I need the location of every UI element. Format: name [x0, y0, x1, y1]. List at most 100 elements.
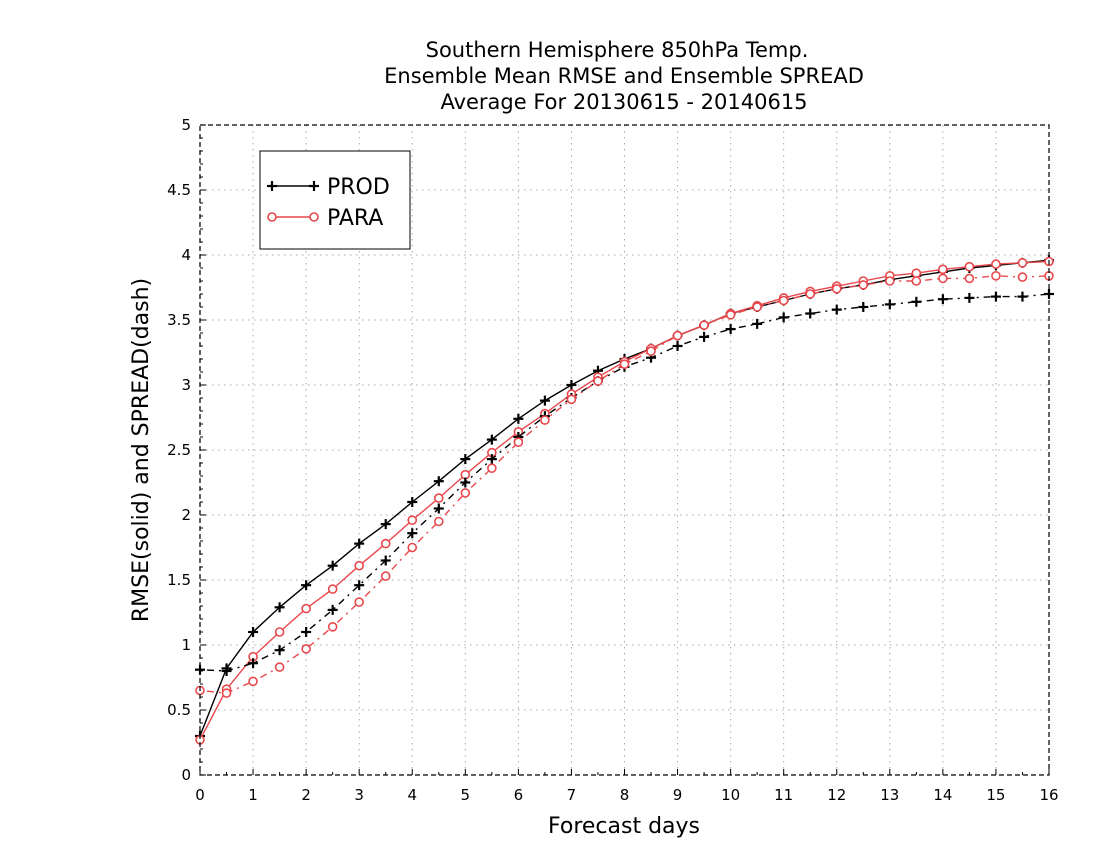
data-point-prod-dash [460, 477, 471, 488]
x-axis-label: Forecast days [548, 814, 700, 839]
x-tick-label: 5 [461, 786, 471, 804]
data-point-para-dash [513, 437, 524, 448]
y-axis-ticks: 0 0.5 1 1.5 2 2.5 3 3.5 4 4.5 5 [167, 116, 206, 784]
data-point-prod-dash [699, 331, 710, 342]
data-point-prod-dash [327, 604, 338, 615]
data-point-para-dash [911, 276, 922, 286]
chart-title-line-3: Average For 20130615 - 20140615 [440, 90, 807, 114]
data-point-prod-solid [354, 538, 365, 549]
data-point-para-dash [274, 662, 285, 672]
legend-entry-para: PARA [267, 206, 383, 231]
x-tick-label: 9 [673, 786, 683, 804]
data-point-prod-dash [354, 580, 365, 591]
data-point-para-dash [301, 644, 311, 654]
y-tick-label: 0.5 [167, 701, 191, 719]
legend: PROD PARA [259, 150, 411, 250]
y-axis-label: RMSE(solid) and SPREAD(dash) [129, 278, 154, 622]
data-point-para-dash [619, 359, 630, 370]
data-point-prod-dash [831, 304, 842, 315]
data-point-para-solid [327, 584, 338, 594]
x-tick-label: 12 [827, 786, 846, 804]
data-point-prod-solid [460, 454, 471, 465]
data-point-prod-dash [672, 341, 683, 351]
data-point-para-dash [752, 302, 762, 312]
y-tick-label: 0 [181, 766, 191, 784]
data-point-prod-dash [301, 627, 312, 637]
data-point-prod-dash [778, 312, 789, 323]
data-point-para-dash [593, 376, 603, 386]
data-point-para-solid [354, 560, 364, 571]
x-tick-label: 10 [721, 786, 740, 804]
data-point-para-solid [1017, 257, 1028, 268]
data-point-para-dash [221, 688, 232, 698]
x-tick-label: 6 [514, 786, 524, 804]
x-axis-ticks: 0 1 2 3 4 5 6 7 8 9 10 11 12 13 14 15 16 [195, 769, 1059, 804]
legend-marker-start [267, 212, 277, 222]
x-tick-label: 11 [774, 786, 793, 804]
data-point-prod-dash [433, 503, 444, 514]
data-point-prod-solid [566, 380, 577, 390]
chart-title-line-1: Southern Hemisphere 850hPa Temp. [426, 38, 809, 62]
data-point-para-dash [540, 415, 550, 425]
data-point-prod-dash [884, 299, 895, 310]
data-point-prod-solid [407, 497, 418, 507]
data-point-para-dash [699, 320, 709, 331]
data-point-para-dash [433, 516, 444, 527]
y-tick-label: 3 [181, 376, 191, 394]
data-point-para-dash [991, 270, 1001, 281]
data-point-para-solid [407, 515, 418, 526]
data-point-prod-solid [380, 519, 391, 530]
data-point-para-dash [646, 346, 656, 357]
y-tick-label: 5 [181, 116, 191, 134]
data-point-prod-dash [752, 318, 763, 329]
y-tick-label: 4.5 [167, 181, 191, 199]
x-tick-label: 8 [620, 786, 630, 804]
series-lines [195, 255, 1054, 745]
data-point-para-solid [911, 268, 922, 279]
legend-label: PROD [327, 175, 390, 200]
plot-area-frame [199, 124, 1050, 776]
legend-marker-end [309, 212, 319, 222]
series-line-prod-dash [199, 293, 1050, 672]
data-point-para-solid [380, 538, 391, 549]
chart-title: Southern Hemisphere 850hPa Temp. Ensembl… [384, 38, 864, 114]
data-point-prod-dash [380, 555, 391, 566]
data-point-para-dash [1017, 272, 1028, 282]
data-point-prod-solid [274, 602, 285, 613]
data-point-para-dash [885, 276, 895, 286]
x-tick-label: 4 [407, 786, 417, 804]
legend-entry-prod: PROD [267, 175, 390, 200]
data-point-para-dash [964, 273, 975, 284]
data-point-prod-dash [725, 324, 736, 335]
data-point-prod-dash [964, 292, 975, 303]
x-tick-label: 1 [248, 786, 258, 804]
series-line-para-solid [199, 260, 1050, 741]
y-tick-label: 3.5 [167, 311, 191, 329]
data-point-para-solid [274, 627, 285, 637]
data-point-para-dash [248, 676, 258, 687]
legend-marker-start [267, 181, 277, 191]
data-point-prod-solid [486, 434, 497, 445]
data-point-prod-solid [248, 627, 259, 637]
data-point-para-dash [566, 394, 577, 405]
data-point-prod-dash [937, 294, 948, 305]
legend-label: PARA [327, 206, 383, 231]
data-point-para-dash [938, 273, 948, 284]
data-point-prod-dash [1017, 291, 1028, 302]
data-point-para-dash [805, 289, 816, 299]
data-point-para-dash [327, 621, 338, 632]
data-point-prod-solid [539, 395, 550, 406]
data-point-prod-dash [248, 658, 259, 669]
x-tick-label: 7 [567, 786, 577, 804]
data-point-para-dash [407, 542, 418, 553]
data-point-prod-dash [221, 666, 232, 676]
y-tick-label: 2.5 [167, 441, 191, 459]
data-point-para-solid [938, 264, 948, 275]
data-point-prod-dash [274, 645, 285, 656]
data-point-para-dash [460, 488, 471, 498]
data-point-para-dash [778, 295, 789, 306]
data-point-prod-dash [486, 454, 497, 465]
data-point-para-dash [380, 571, 391, 581]
y-tick-label: 1 [181, 636, 191, 654]
x-tick-label: 3 [354, 786, 364, 804]
